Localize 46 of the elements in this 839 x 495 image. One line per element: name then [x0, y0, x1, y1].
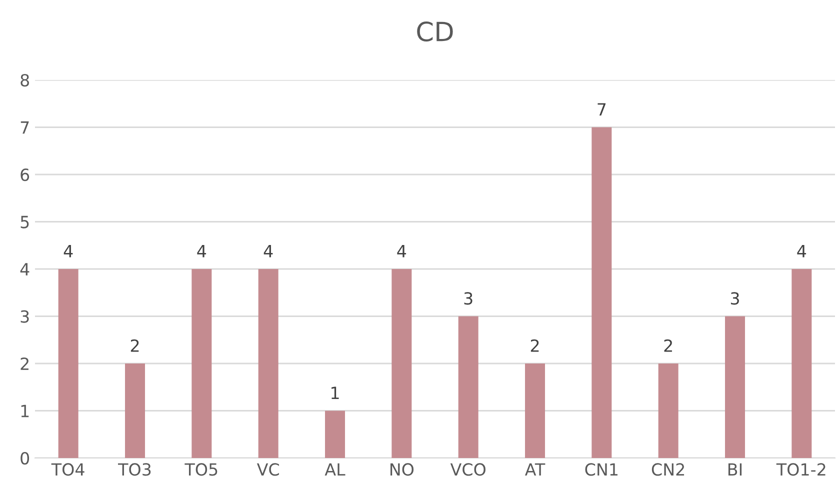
data-label: 4	[64, 245, 73, 258]
data-label: 2	[130, 339, 139, 352]
bar	[392, 269, 412, 458]
y-tick-label: 0	[20, 452, 30, 465]
x-tick-label: AT	[524, 463, 546, 476]
y-tick-label: 1	[21, 404, 29, 418]
data-label: 4	[264, 245, 273, 258]
data-label: 3	[730, 292, 739, 305]
y-tick-label: 3	[20, 310, 29, 323]
bar	[325, 410, 345, 458]
bar	[592, 127, 612, 458]
data-label: 2	[530, 339, 539, 352]
data-label: 4	[397, 245, 406, 258]
data-label: 4	[197, 245, 206, 258]
y-tick-label: 4	[20, 263, 30, 276]
y-tick-label: 6	[20, 168, 30, 182]
bar	[258, 269, 278, 458]
data-label: 7	[598, 103, 606, 116]
x-tick-label: BI	[728, 463, 742, 476]
data-label: 4	[797, 245, 806, 258]
x-tick-label: TO4	[51, 463, 84, 476]
x-tick-label: TO5	[184, 463, 218, 476]
y-tick-label: 2	[20, 357, 28, 370]
y-tick-label: 7	[20, 121, 29, 134]
x-tick-label: TO1-2	[776, 463, 826, 476]
x-tick-label: CN1	[585, 463, 618, 476]
bar	[792, 269, 812, 458]
data-label: 3	[464, 292, 472, 305]
data-label: 2	[664, 339, 672, 352]
x-tick-label: AL	[324, 463, 346, 476]
bar	[192, 269, 212, 458]
x-tick-label: VC	[256, 463, 279, 476]
chart-title: CD	[417, 22, 453, 42]
bar	[525, 364, 545, 458]
x-tick-label: VCO	[450, 463, 486, 476]
x-tick-label: TO3	[118, 463, 151, 476]
data-label: 1	[332, 386, 339, 399]
bar	[458, 316, 478, 458]
y-tick-label: 5	[20, 216, 29, 228]
x-tick-label: NO	[390, 463, 414, 476]
y-tick-label: 8	[20, 74, 29, 87]
bar	[58, 269, 78, 458]
bar	[658, 364, 678, 458]
bar	[125, 364, 145, 458]
bar	[725, 316, 745, 458]
x-tick-label: CN2	[652, 463, 684, 476]
